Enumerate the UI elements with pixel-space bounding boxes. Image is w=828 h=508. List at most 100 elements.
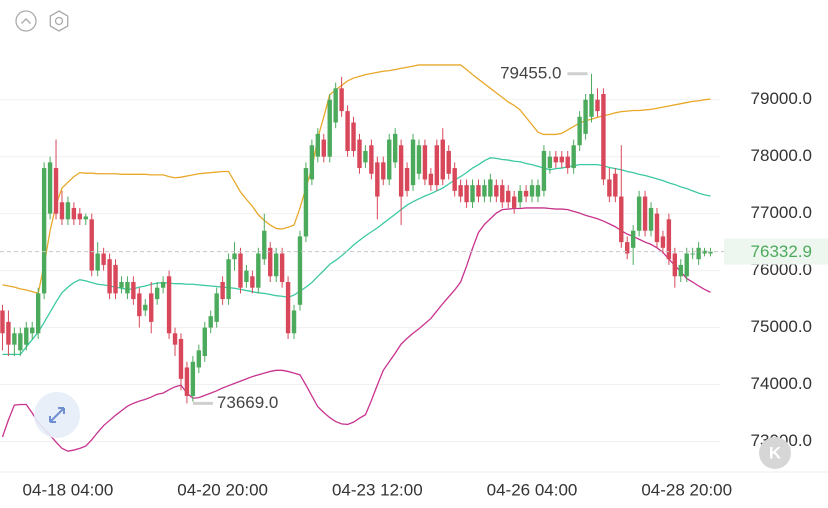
candle-body [440,139,445,180]
candle-body [392,133,398,163]
candle-body [672,253,678,277]
candle-body [476,185,481,197]
candle-body [547,156,553,169]
candle-body [381,162,386,180]
candle-body [232,253,237,260]
candle-body [262,230,267,260]
candle-body [143,304,148,311]
expand-button[interactable] [34,392,80,438]
candle-body [137,293,142,317]
y-tick-label: 78000.0 [751,146,812,165]
candle-body [410,139,416,186]
candle-body [482,185,487,197]
candle-body [125,282,130,294]
candle-body [208,316,213,328]
settings-icon-dot [54,16,64,26]
candle-body [559,156,564,163]
candle-body [160,282,166,288]
candle-body [619,196,624,243]
expand-icon [49,407,65,423]
candle-body [244,270,249,282]
candle-body [59,202,65,220]
collapse-button[interactable] [15,10,37,32]
candle-body [166,276,172,334]
candle-body [404,168,410,191]
candle-body [279,253,285,282]
candle-body [268,247,273,277]
y-tick-label: 79000.0 [751,89,812,108]
min-label: 73669.0 [217,393,278,412]
candle-body [315,133,321,157]
band-line [1,207,711,452]
x-tick-label: 04-23 12:00 [332,480,423,499]
candle-body [83,216,88,220]
candle-body [648,207,654,231]
candle-body [625,242,630,254]
k-button[interactable]: K [759,437,791,469]
candle-body [434,145,440,186]
candle-body [553,156,559,163]
last-price-label: 76332.9 [751,242,812,261]
candle-body [506,190,511,203]
max-label: 79455.0 [500,63,561,82]
candle-body [297,236,303,305]
candle-body [256,253,261,288]
collapse-icon-chevron [21,18,31,24]
candle-body [428,173,434,186]
candle-body [660,236,666,248]
candle-body [636,196,642,231]
candle-body [30,327,35,334]
candle-body [398,145,404,197]
candle-body [351,122,356,151]
candle-body [387,139,392,180]
candle-body [416,145,422,174]
candle-body [184,367,190,396]
candle-body [238,253,243,288]
candle-body [517,190,523,203]
y-tick-label: 74000.0 [751,374,812,393]
candle-body [89,219,94,271]
candle-body [464,185,469,203]
candle-body [6,321,11,345]
candle-body [583,99,588,134]
x-tick-label: 04-20 20:00 [177,480,268,499]
candle-body [303,168,309,237]
candle-body [101,253,106,265]
settings-button[interactable] [49,10,69,32]
candle-body [666,219,672,260]
candle-body [363,150,368,163]
candle-body [470,185,475,203]
candle-body [577,116,582,146]
candle-body [71,207,77,220]
candle-body [149,293,154,322]
candle-body [107,259,112,294]
y-tick-label: 77000.0 [751,203,812,222]
settings-icon-hexagon [49,10,69,32]
candle-body [309,145,315,180]
candle-body [41,168,47,294]
candle-body [458,185,463,197]
x-tick-label: 04-18 04:00 [23,480,114,499]
candle-body [190,361,196,396]
candle-body [488,179,493,197]
candle-body [702,250,707,254]
candle-body [565,156,570,169]
candle-body [595,99,600,112]
candle-body [196,350,202,368]
candle-body [678,264,683,277]
band-line [2,64,711,295]
candle-body [708,251,713,254]
candle-body [642,196,648,231]
candle-body [77,213,83,220]
candle-body [690,253,695,255]
candle-body [214,293,219,322]
candle-body [613,173,618,197]
candle-body [220,282,225,300]
k-button-bg [759,437,791,469]
candle-body [601,94,606,180]
candle-body [131,282,136,300]
candle-body [607,179,612,197]
candle-body [654,213,660,243]
candle-body [291,310,297,334]
